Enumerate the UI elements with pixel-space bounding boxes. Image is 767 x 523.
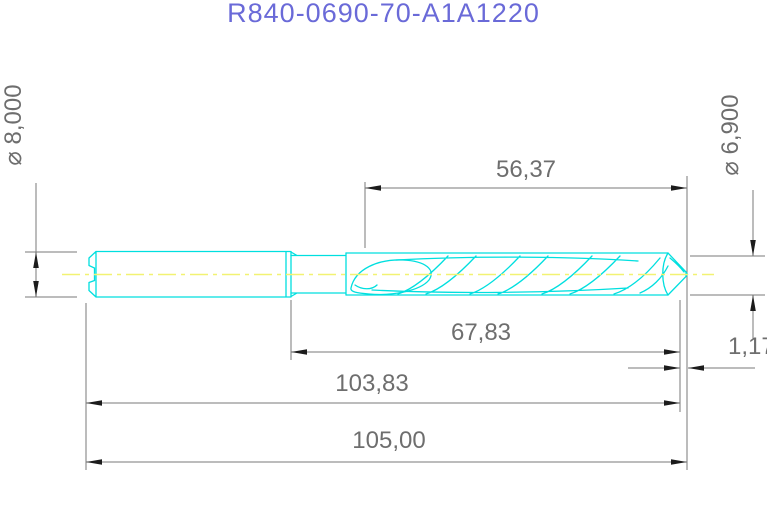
dim-length-to-shoulder-label: 103,83 <box>335 370 409 397</box>
dimension-arrowheads <box>33 185 756 465</box>
drill-neck <box>290 251 347 298</box>
dim-usable-length-label: 67,83 <box>450 319 512 346</box>
dim-flute-length-label: 56,37 <box>495 156 557 183</box>
drill-flutes <box>371 255 669 295</box>
dimension-lines <box>35 183 755 463</box>
drill-flute-runout <box>350 259 432 296</box>
drill-body <box>345 252 669 296</box>
cutting-diameter-label: ⌀ 6,900 <box>717 94 744 176</box>
drawing-title: R840-0690-70-A1A1220 <box>227 0 540 28</box>
extension-lines <box>25 176 765 470</box>
dim-tip-length-label: 1,17 <box>728 333 767 360</box>
shank-diameter-label: ⌀ 8,000 <box>0 84 27 166</box>
dim-overall-length-label: 105,00 <box>352 427 426 454</box>
